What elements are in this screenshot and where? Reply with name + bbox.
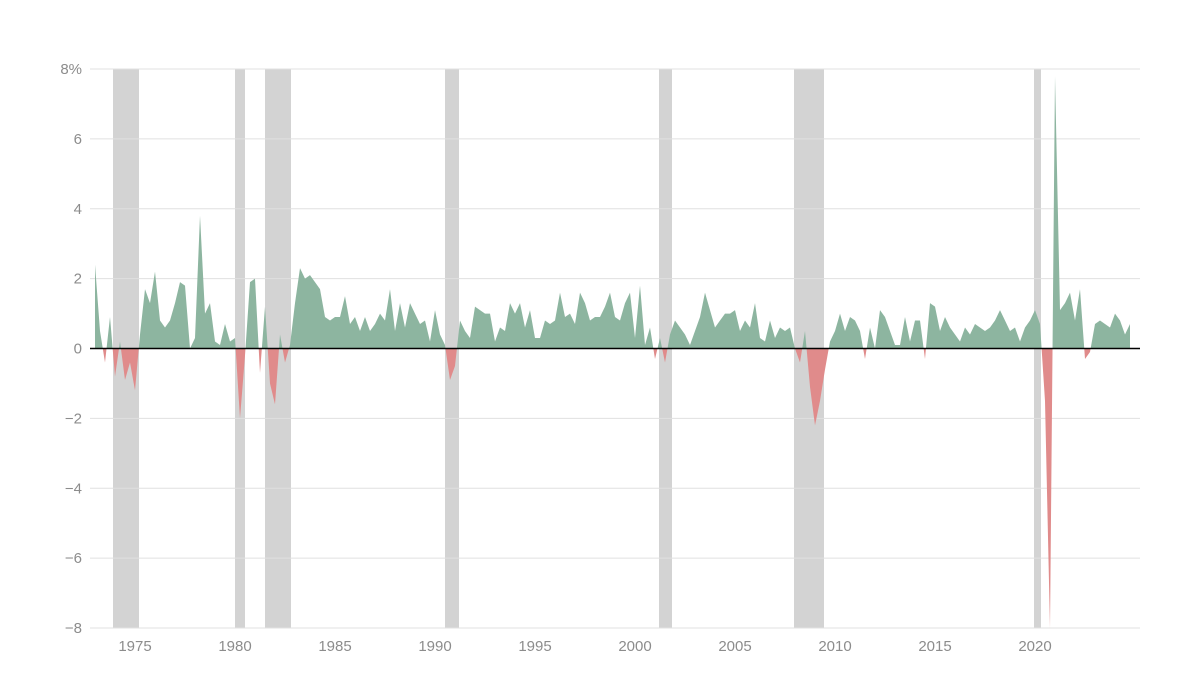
y-tick-label: 4	[74, 201, 82, 218]
y-tick-label: −4	[65, 480, 82, 497]
x-tick-label: 1985	[318, 638, 351, 655]
y-tick-label: 8%	[60, 61, 82, 78]
x-tick-label: 2015	[918, 638, 951, 655]
y-tick-label: −6	[65, 550, 82, 567]
positive-area	[95, 75, 1130, 349]
x-tick-label: 1995	[518, 638, 551, 655]
x-axis-ticks: 1975 1980 1985 1990 1995 2000 2005 2010 2015 2020	[118, 638, 1051, 655]
x-tick-label: 2010	[818, 638, 851, 655]
y-tick-label: −2	[65, 410, 82, 427]
data-area	[95, 75, 1130, 628]
grid-lines	[90, 68, 1140, 629]
x-tick-label: 2005	[718, 638, 751, 655]
x-tick-label: 2000	[618, 638, 651, 655]
y-tick-label: 2	[74, 271, 82, 288]
y-tick-label: 6	[74, 131, 82, 148]
x-tick-label: 1980	[218, 638, 251, 655]
y-axis-ticks: 8% 6 4 2 0 −2 −4 −6 −8	[60, 61, 82, 637]
x-tick-label: 2020	[1018, 638, 1051, 655]
x-tick-label: 1990	[418, 638, 451, 655]
y-tick-label: 0	[74, 341, 82, 358]
y-tick-label: −8	[65, 620, 82, 637]
x-tick-label: 1975	[118, 638, 151, 655]
